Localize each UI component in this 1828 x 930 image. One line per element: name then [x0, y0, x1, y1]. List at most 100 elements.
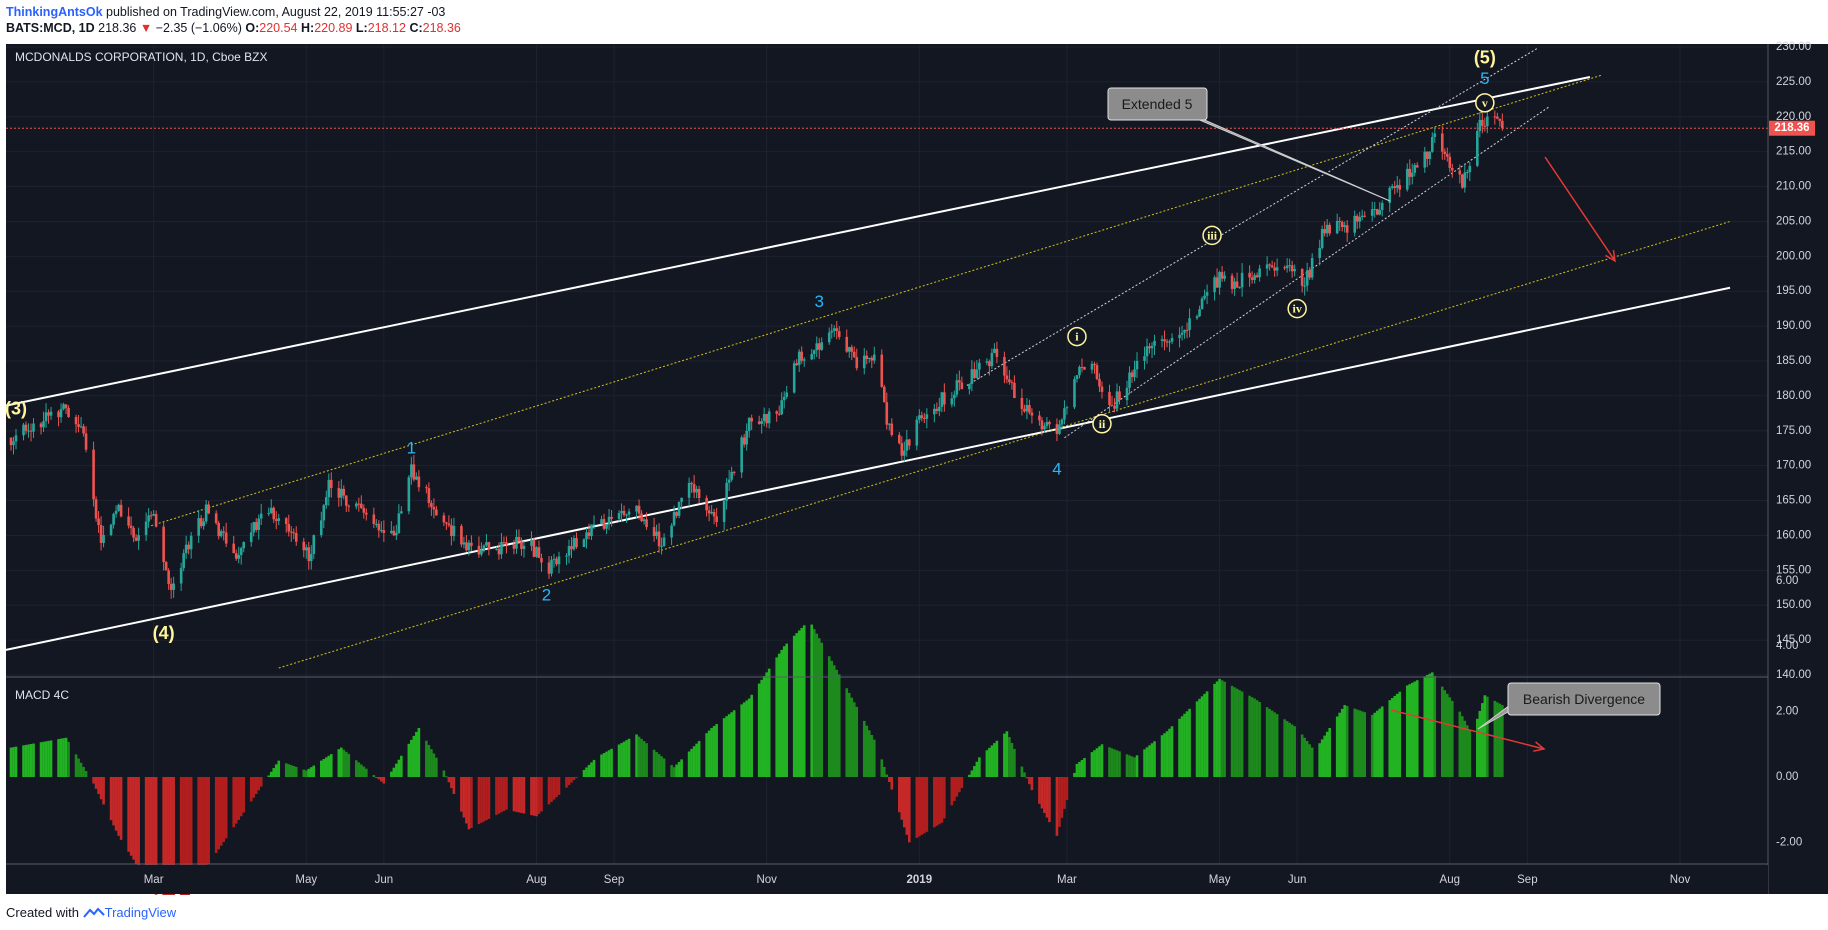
macd-bar	[1440, 686, 1444, 777]
macd-bar	[975, 761, 979, 777]
macd-bar	[214, 777, 218, 854]
macd-bar	[112, 777, 115, 826]
macd-bar	[1395, 693, 1399, 777]
candle-body	[94, 499, 98, 519]
wave-label: 1	[407, 439, 416, 458]
candle-body	[1285, 265, 1289, 269]
candle-body	[22, 424, 25, 436]
macd-bar	[304, 770, 308, 777]
macd-bar	[329, 754, 333, 777]
macd-bar	[1501, 705, 1504, 777]
candle-body	[815, 343, 819, 351]
candle-body	[375, 523, 378, 525]
macd-bar	[517, 777, 521, 813]
macd-bar	[132, 777, 135, 860]
time-axis-label: Jun	[375, 874, 394, 886]
macd-bar	[1038, 777, 1041, 804]
candle-body	[187, 544, 190, 550]
time-axis[interactable]	[6, 865, 1768, 894]
candle-body	[1165, 341, 1169, 343]
candle-body	[269, 507, 273, 514]
candle-body	[600, 519, 603, 525]
candle-body	[1130, 372, 1134, 378]
macd-title: MACD 4C	[15, 688, 69, 702]
macd-bar	[67, 741, 70, 777]
macd-bar	[988, 747, 991, 777]
macd-bar	[49, 740, 53, 777]
macd-bar	[430, 749, 433, 777]
candle-body	[1188, 318, 1191, 331]
macd-bar	[657, 754, 661, 777]
author-link[interactable]: ThinkingAntsOk	[6, 5, 103, 19]
macd-bar	[872, 739, 876, 777]
candle-body	[167, 570, 170, 584]
macd-bar	[267, 775, 271, 777]
sub-wave-circle	[1202, 225, 1222, 246]
candle-body	[242, 542, 246, 549]
candle-body	[1108, 391, 1111, 406]
candle-body	[382, 530, 386, 533]
macd-bar	[607, 750, 611, 777]
candle-body	[417, 476, 421, 488]
candle-body	[1045, 421, 1049, 426]
macd-bar	[955, 777, 959, 797]
candle-body	[197, 518, 200, 536]
candle-body	[340, 488, 343, 498]
candle-body	[1325, 224, 1329, 234]
macd-bar	[259, 777, 263, 787]
candle-body	[1005, 375, 1009, 380]
macd-bar	[1205, 691, 1209, 777]
candle-body	[202, 521, 205, 527]
macd-bar	[1213, 683, 1216, 777]
macd-bar	[550, 777, 553, 802]
macd-bar	[727, 714, 731, 777]
macd-bar	[835, 669, 839, 777]
macd-bar	[505, 777, 508, 810]
price-axis[interactable]	[1768, 44, 1828, 894]
macd-bar	[467, 777, 471, 830]
candle-body	[407, 477, 411, 512]
candle-body	[1223, 275, 1226, 279]
macd-bar	[978, 757, 981, 777]
macd-bar	[1235, 688, 1239, 777]
macd-bar	[958, 777, 961, 793]
candle-body	[312, 535, 316, 555]
macd-bar	[602, 753, 606, 777]
candle-body	[835, 328, 839, 332]
candle-body	[129, 525, 133, 529]
macd-axis-label: 2.00	[1776, 706, 1798, 718]
last-price: 218.36	[98, 21, 137, 35]
macd-bar	[747, 698, 751, 777]
macd-bar	[1373, 712, 1377, 777]
macd-bar	[692, 746, 696, 777]
candle-body	[765, 413, 768, 424]
macd-bar	[760, 679, 763, 777]
candle-body	[189, 535, 193, 550]
candle-body	[1483, 125, 1487, 127]
candle-body	[750, 417, 753, 422]
candle-body	[427, 488, 431, 504]
macd-bar	[184, 777, 188, 895]
macd-bar	[1285, 721, 1289, 777]
macd-bar	[925, 777, 929, 832]
time-axis-label: 2019	[907, 874, 933, 886]
candle-body	[710, 511, 713, 514]
candle-body	[1476, 131, 1479, 166]
callout-bearish-divergence[interactable]: Bearish Divergence	[1477, 682, 1661, 730]
tradingview-link[interactable]: TradingView	[104, 905, 177, 920]
macd-bar	[189, 777, 193, 894]
macd-bar	[943, 777, 946, 819]
macd-bar	[1160, 735, 1164, 777]
candle-body	[207, 504, 210, 514]
macd-bar	[1058, 777, 1061, 827]
callout-extended-5[interactable]: Extended 5	[1107, 87, 1391, 202]
macd-bar	[530, 777, 533, 816]
macd-bar	[677, 761, 681, 777]
candle-body	[582, 539, 586, 548]
macd-bar	[515, 777, 518, 812]
wave-label: 4	[1052, 460, 1061, 479]
price-axis-label: 160.00	[1776, 529, 1811, 541]
candle-body	[1343, 225, 1346, 228]
candle-body	[767, 411, 771, 424]
